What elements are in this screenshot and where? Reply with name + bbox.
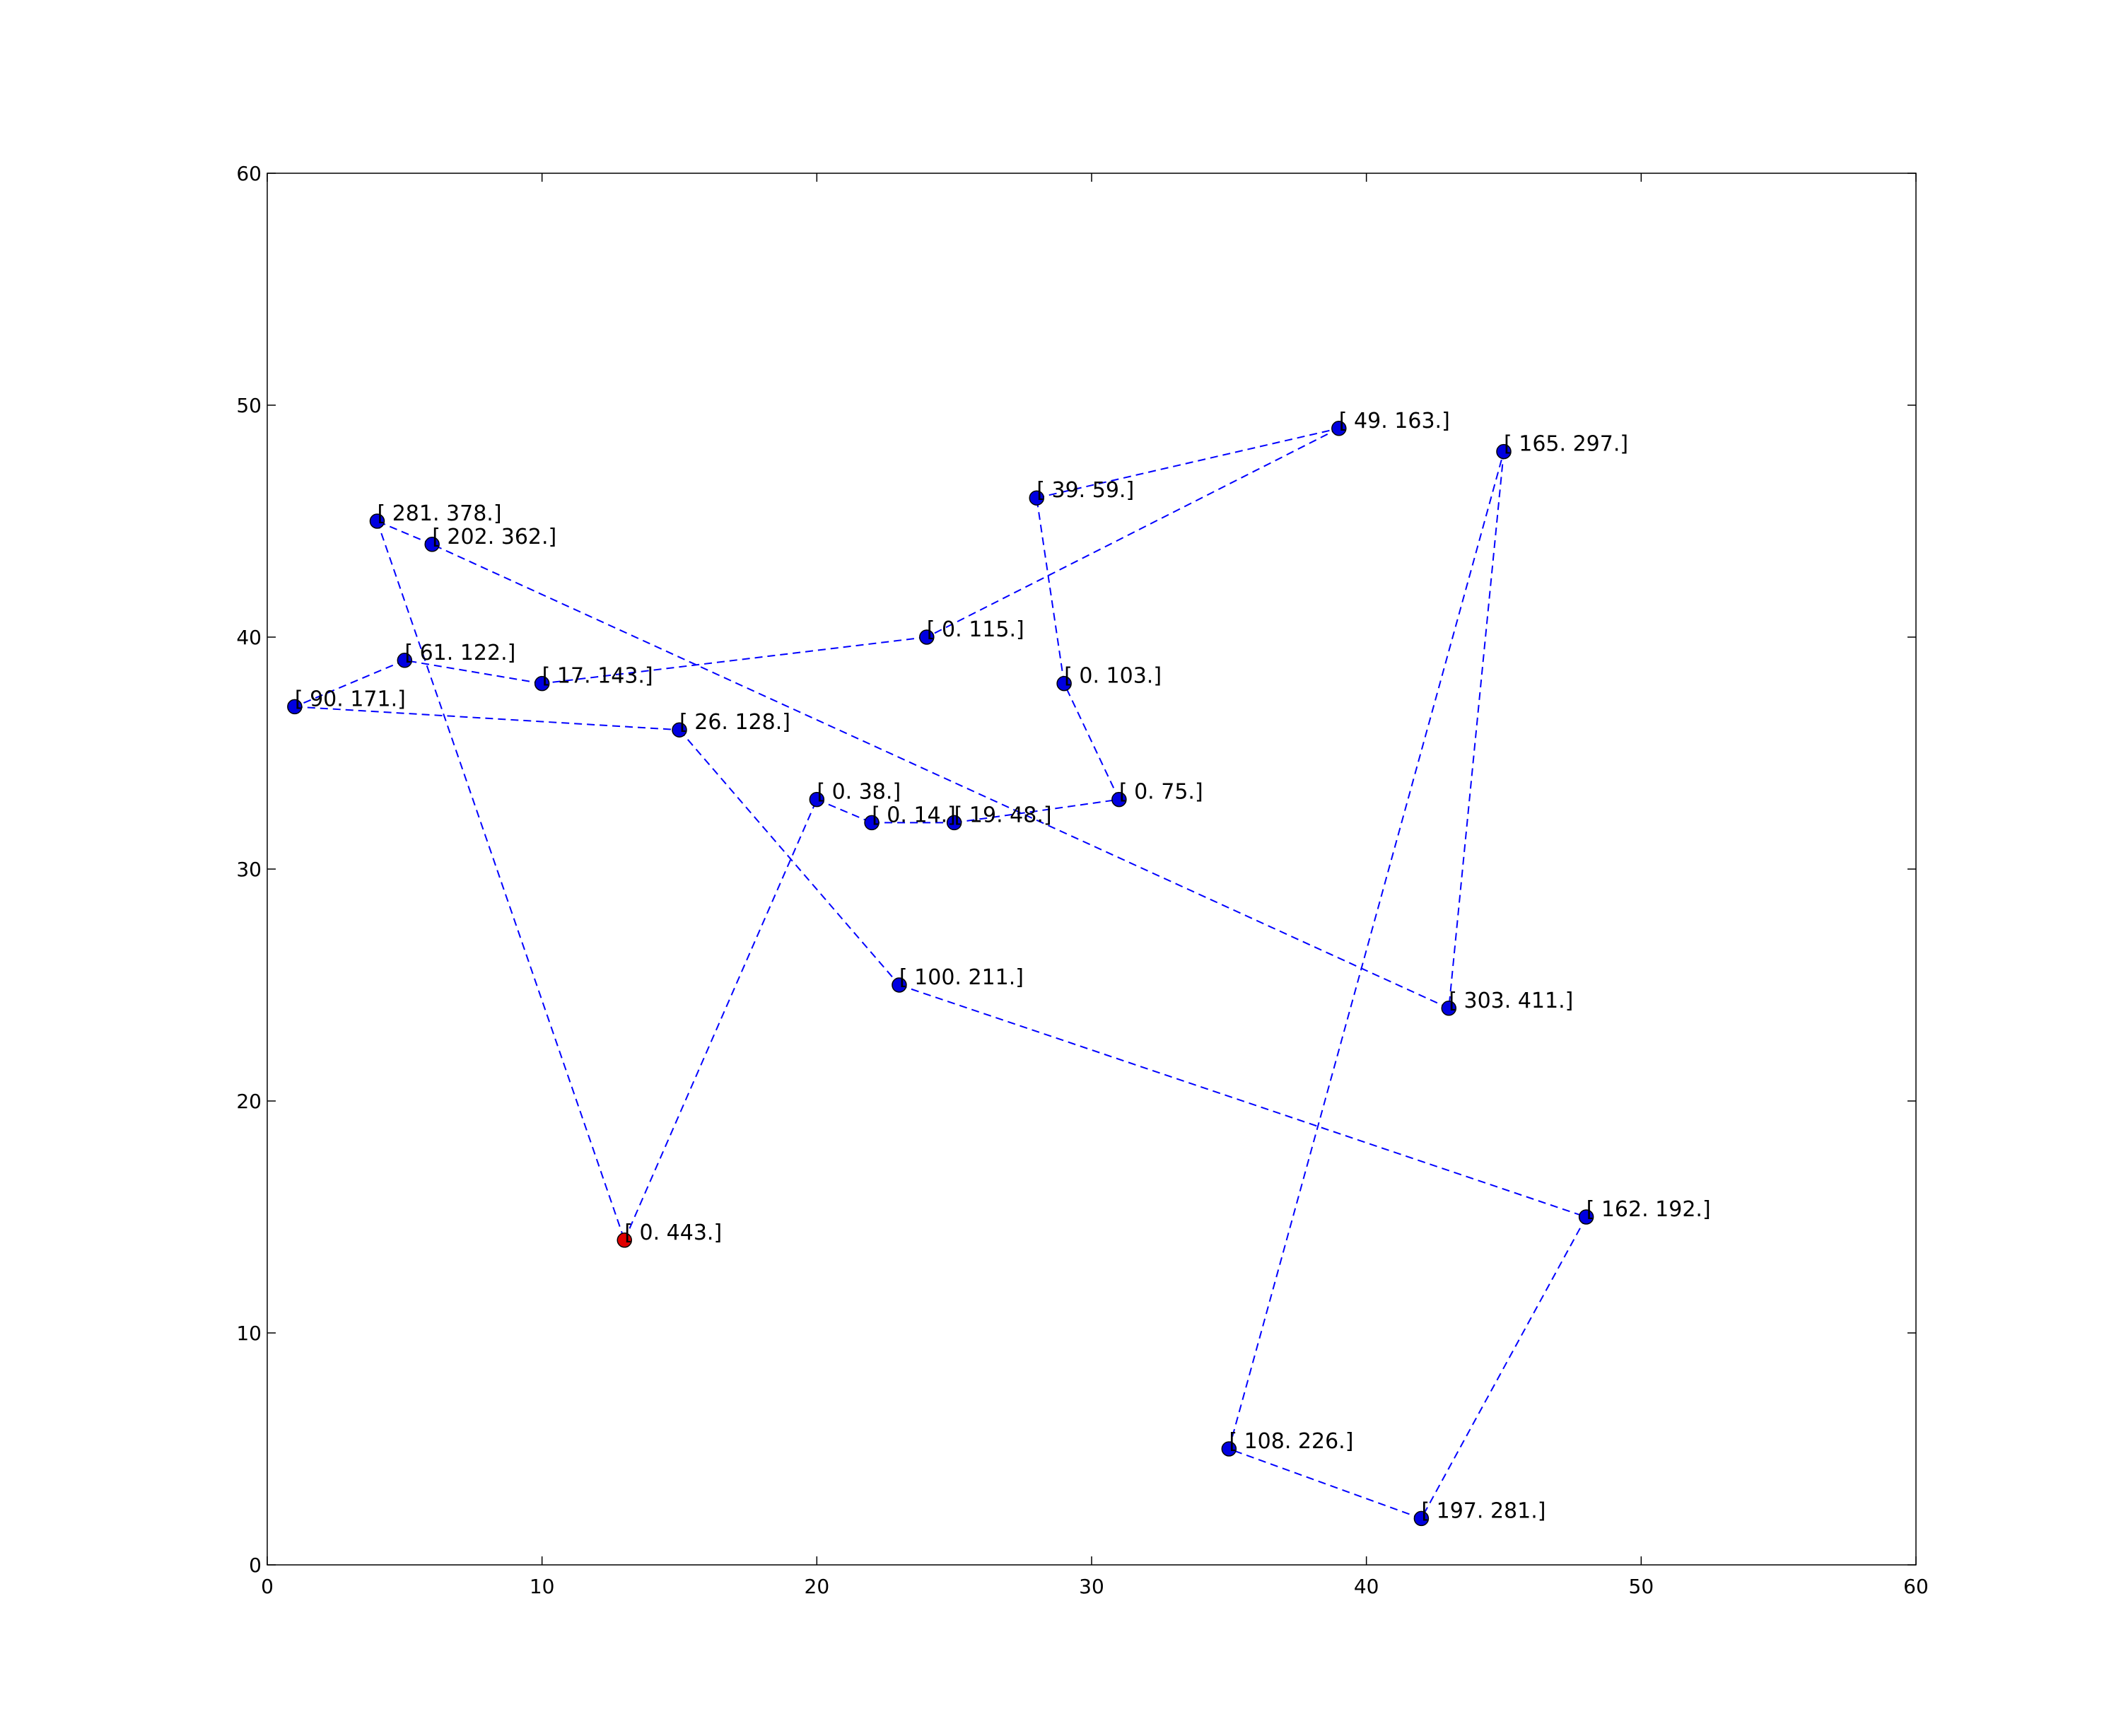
route-segment: [1228, 1448, 1422, 1520]
data-point-marker: [369, 513, 385, 529]
route-segment: [542, 636, 927, 685]
point-label: [ 100. 211.]: [899, 965, 1024, 990]
y-tick-label: 10: [236, 1322, 262, 1345]
data-point-marker: [1221, 1441, 1237, 1457]
point-label: [ 0. 443.]: [624, 1221, 722, 1245]
data-point-marker: [1029, 490, 1045, 506]
point-label: [ 281. 378.]: [377, 501, 501, 526]
point-label: [ 0. 115.]: [927, 617, 1024, 642]
point-label: [ 61. 122.]: [404, 641, 515, 665]
y-tick-label: 0: [249, 1554, 262, 1577]
data-point-marker: [864, 815, 880, 831]
route-segment: [377, 520, 433, 545]
x-tick-label: 10: [530, 1575, 555, 1598]
route-segment: [1036, 498, 1065, 684]
x-tick-label: 30: [1079, 1575, 1104, 1598]
route-segment: [1228, 451, 1504, 1450]
route-segment: [899, 984, 1587, 1218]
route-segment: [954, 798, 1120, 824]
point-label: [ 90. 171.]: [295, 687, 406, 711]
data-point-marker: [1578, 1209, 1594, 1225]
data-point-marker: [534, 675, 550, 692]
x-tick-label: 0: [261, 1575, 274, 1598]
point-label: [ 0. 38.]: [817, 780, 901, 805]
x-tick-label: 50: [1629, 1575, 1654, 1598]
data-point-marker: [809, 791, 825, 808]
x-tick-label: 40: [1354, 1575, 1379, 1598]
point-label: [ 162. 192.]: [1587, 1197, 1711, 1222]
route-segment: [1036, 427, 1340, 499]
start-point-marker: [617, 1233, 633, 1248]
data-point-marker: [892, 977, 907, 993]
point-label: [ 108. 226.]: [1229, 1429, 1353, 1454]
data-point-marker: [1331, 421, 1347, 436]
route-segment: [816, 798, 872, 824]
route-segment: [404, 659, 542, 685]
route-segment: [624, 799, 818, 1241]
x-tick-label: 60: [1903, 1575, 1929, 1598]
point-label: [ 303. 411.]: [1449, 989, 1573, 1013]
data-point-marker: [397, 653, 413, 668]
route-segment: [1063, 683, 1120, 800]
point-label: [ 26. 128.]: [679, 710, 790, 735]
y-tick-label: 20: [236, 1090, 262, 1113]
data-point-marker: [1111, 791, 1127, 808]
point-labels-group: [ 0. 443.] [ 0. 38.][ 0. 14.][ 19. 48.] [ …: [295, 409, 1711, 1524]
data-point-marker: [672, 722, 687, 738]
route-segment: [376, 520, 626, 1241]
data-point-marker: [1413, 1510, 1430, 1527]
point-label: [ 0. 103.]: [1064, 664, 1162, 689]
point-label: [ 19. 48.]: [954, 803, 1052, 827]
y-tick-label: 60: [236, 162, 262, 185]
point-label: [ 0. 14.]: [872, 803, 956, 827]
point-label: [ 49. 163.]: [1339, 409, 1450, 433]
route-segment: [294, 706, 680, 731]
route-segment: [294, 659, 405, 708]
point-label: [ 17. 143.]: [542, 664, 653, 689]
y-tick-label: 30: [236, 858, 262, 881]
data-point-marker: [287, 699, 303, 715]
data-point-marker: [424, 537, 440, 552]
data-point-marker: [919, 629, 935, 645]
axis-ticks-group: 0 10 20 30 40 50 60 0 10 20 30 40 50 60: [236, 162, 1928, 1598]
route-segment: [1420, 1216, 1587, 1519]
route-segment: [431, 543, 1449, 1009]
data-point-marker: [946, 815, 962, 831]
point-label: [ 0. 75.]: [1119, 780, 1203, 805]
data-point-marker: [1496, 443, 1512, 460]
data-points-group: [287, 421, 1594, 1527]
route-segment: [926, 427, 1340, 638]
y-tick-label: 40: [236, 626, 262, 649]
point-label: [ 202. 362.]: [432, 525, 556, 549]
route-segment: [679, 729, 900, 986]
point-label: [ 197. 281.]: [1421, 1498, 1546, 1523]
data-point-marker: [1056, 675, 1072, 692]
plot-frame: [267, 173, 1917, 1566]
point-label: [ 39. 59.]: [1036, 478, 1134, 503]
route-segment: [1448, 451, 1504, 1008]
data-point-marker: [1441, 1001, 1457, 1016]
y-tick-label: 50: [236, 394, 262, 417]
route-path-group: [294, 427, 1587, 1520]
point-label: [ 165. 297.]: [1504, 432, 1628, 457]
x-tick-label: 20: [805, 1575, 830, 1598]
